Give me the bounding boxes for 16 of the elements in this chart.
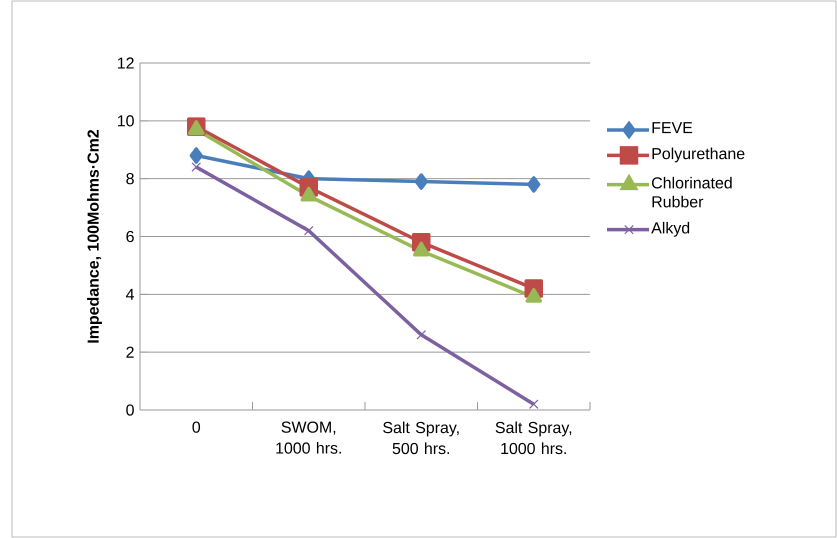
y-tick-label: 8 xyxy=(126,173,134,184)
y-tick-label: 6 xyxy=(126,230,134,242)
y-tick-label: 0 xyxy=(126,404,134,416)
y-tick-label: 12 xyxy=(118,57,134,69)
y-tick-label: 10 xyxy=(118,115,134,126)
legend-label: Polyurethane xyxy=(652,148,744,162)
y-tick-label: 2 xyxy=(126,346,134,358)
x-tick-label: 0 xyxy=(192,422,200,433)
y-axis-title: Impedance, 100Mohms·Cm2 xyxy=(87,130,102,343)
y-tick-label: 4 xyxy=(126,288,134,300)
legend-label: FEVE xyxy=(652,122,692,134)
x-tick-label: Salt Spray, 1000 hrs. xyxy=(496,422,572,454)
x-tick-label: Salt Spray, 500 hrs. xyxy=(383,422,459,454)
x-tick-label: SWOM, 1000 hrs. xyxy=(276,422,341,454)
legend-label: Alkyd xyxy=(651,222,690,237)
legend-label: Chlorinated Rubber xyxy=(652,176,732,208)
